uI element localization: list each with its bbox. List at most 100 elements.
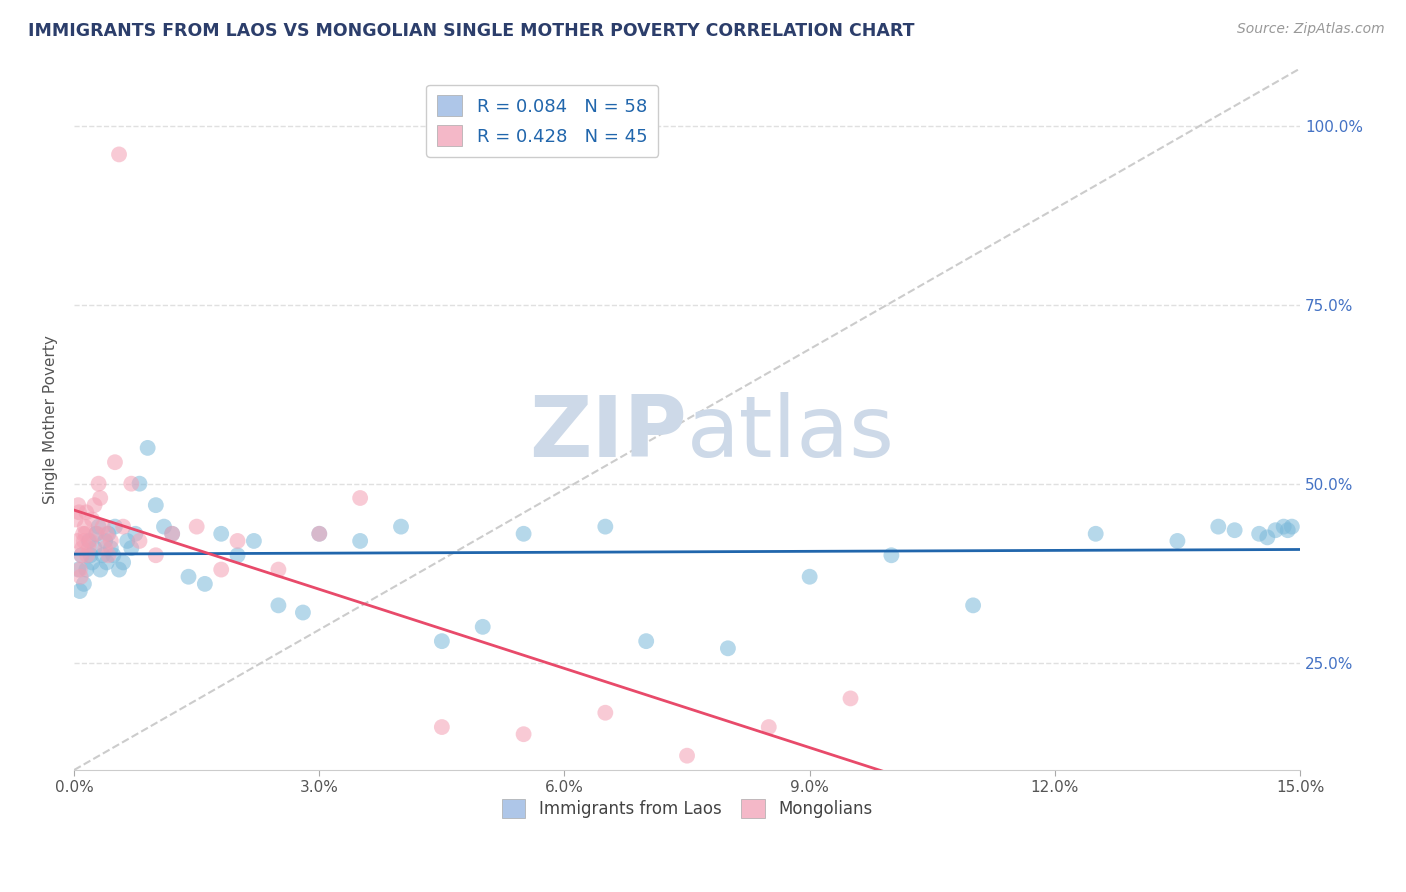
Point: [799, 570, 821, 584]
Point: [75, 563, 97, 577]
Point: [96, 526, 118, 541]
Point: [67, 505, 90, 519]
Point: [104, 519, 127, 533]
Point: [89, 563, 111, 577]
Point: [79, 548, 101, 562]
Point: [389, 519, 412, 533]
Point: [676, 748, 699, 763]
Point: [243, 533, 266, 548]
Point: [108, 147, 131, 161]
Point: [128, 533, 150, 548]
Point: [72, 526, 94, 541]
Point: [880, 548, 903, 562]
Point: [349, 491, 371, 505]
Point: [69, 584, 91, 599]
Point: [100, 541, 122, 555]
Point: [87, 476, 110, 491]
Point: [1256, 530, 1278, 544]
Point: [717, 641, 740, 656]
Text: atlas: atlas: [688, 392, 896, 475]
Point: [209, 526, 232, 541]
Point: [91, 548, 114, 562]
Point: [186, 519, 208, 533]
Point: [86, 526, 108, 541]
Point: [100, 533, 122, 548]
Point: [115, 533, 138, 548]
Text: IMMIGRANTS FROM LAOS VS MONGOLIAN SINGLE MOTHER POVERTY CORRELATION CHART: IMMIGRANTS FROM LAOS VS MONGOLIAN SINGLE…: [28, 22, 915, 40]
Point: [349, 533, 371, 548]
Point: [226, 548, 249, 562]
Point: [66, 533, 89, 548]
Point: [471, 620, 494, 634]
Point: [636, 634, 658, 648]
Point: [962, 599, 984, 613]
Point: [1264, 523, 1286, 537]
Point: [70, 548, 93, 562]
Point: [267, 563, 290, 577]
Point: [758, 720, 780, 734]
Point: [595, 519, 617, 533]
Point: [512, 526, 534, 541]
Point: [94, 533, 117, 548]
Point: [73, 577, 96, 591]
Point: [67, 563, 90, 577]
Point: [97, 548, 120, 562]
Point: [91, 519, 114, 533]
Point: [83, 498, 105, 512]
Point: [308, 526, 330, 541]
Point: [89, 491, 111, 505]
Point: [120, 476, 142, 491]
Point: [267, 599, 290, 613]
Point: [75, 505, 97, 519]
Point: [128, 476, 150, 491]
Point: [69, 563, 91, 577]
Point: [84, 526, 107, 541]
Point: [76, 548, 98, 562]
Point: [153, 519, 176, 533]
Point: [108, 563, 131, 577]
Point: [73, 533, 96, 548]
Point: [94, 541, 117, 555]
Text: ZIP: ZIP: [529, 392, 688, 475]
Point: [96, 556, 118, 570]
Y-axis label: Single Mother Poverty: Single Mother Poverty: [44, 334, 58, 504]
Point: [160, 526, 183, 541]
Point: [177, 570, 200, 584]
Point: [209, 563, 232, 577]
Point: [75, 526, 97, 541]
Point: [77, 533, 100, 548]
Point: [112, 519, 135, 533]
Point: [120, 541, 142, 555]
Point: [69, 570, 91, 584]
Point: [67, 498, 90, 512]
Point: [595, 706, 617, 720]
Point: [136, 441, 159, 455]
Point: [70, 548, 93, 562]
Point: [160, 526, 183, 541]
Point: [839, 691, 862, 706]
Point: [80, 556, 103, 570]
Point: [1277, 523, 1299, 537]
Point: [65, 512, 87, 526]
Point: [103, 548, 125, 562]
Point: [72, 541, 94, 555]
Point: [512, 727, 534, 741]
Point: [1249, 526, 1271, 541]
Point: [1084, 526, 1107, 541]
Point: [430, 634, 453, 648]
Point: [1281, 519, 1303, 533]
Point: [1223, 523, 1246, 537]
Text: Source: ZipAtlas.com: Source: ZipAtlas.com: [1237, 22, 1385, 37]
Point: [1166, 533, 1188, 548]
Point: [104, 455, 127, 469]
Point: [77, 541, 100, 555]
Point: [79, 533, 101, 548]
Point: [73, 519, 96, 533]
Point: [1206, 519, 1229, 533]
Point: [1272, 519, 1295, 533]
Point: [194, 577, 217, 591]
Point: [145, 548, 167, 562]
Point: [291, 606, 314, 620]
Point: [226, 533, 249, 548]
Point: [97, 526, 120, 541]
